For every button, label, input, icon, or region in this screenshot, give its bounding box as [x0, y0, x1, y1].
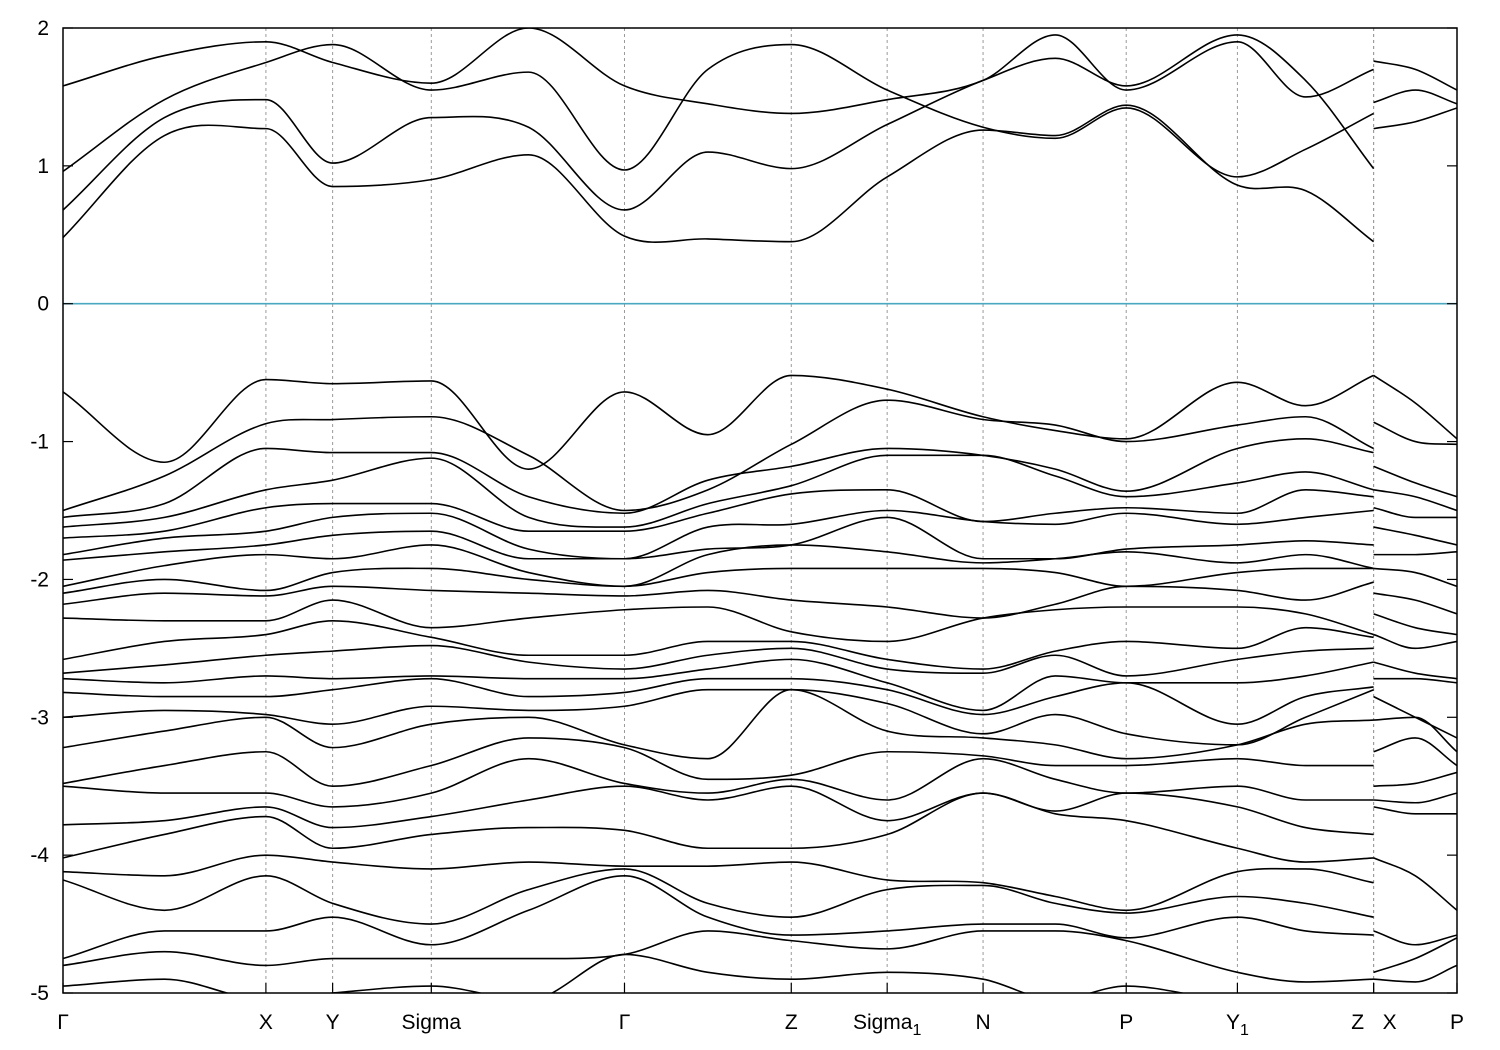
band-main-18: [63, 658, 1374, 712]
x-tick-label: Y1: [1226, 1011, 1249, 1039]
band-main-6: [63, 399, 1374, 512]
x-tick-subscript: 1: [1240, 1022, 1249, 1039]
band-main-8: [63, 454, 1374, 528]
y-tick-label: -3: [30, 706, 49, 729]
band-X-P-12: [1373, 592, 1457, 615]
x-tick-label: Y: [326, 1011, 340, 1034]
band-main-13: [63, 567, 1374, 595]
band-X-P-18: [1373, 716, 1457, 753]
band-main-12: [63, 544, 1374, 588]
band-X-P-15: [1373, 661, 1457, 680]
y-tick-label: 1: [37, 155, 49, 178]
band-main-14: [63, 581, 1374, 619]
x-tick-label: Z: [1351, 1011, 1364, 1034]
band-X-P-5: [1373, 421, 1457, 446]
band-main-10: [63, 509, 1374, 560]
band-main-7: [63, 438, 1374, 519]
band-X-P-6: [1373, 465, 1457, 498]
band-main-28: [63, 875, 1374, 960]
band-X-P-7: [1373, 489, 1457, 512]
band-X-P-11: [1373, 567, 1457, 588]
y-tick-label: 0: [37, 293, 49, 316]
band-X-P-19: [1373, 737, 1457, 767]
band-lines: [63, 28, 1457, 993]
band-main-17: [63, 644, 1374, 677]
band-X-P-3: [1373, 60, 1457, 91]
plot-frame: [62, 27, 1458, 994]
band-main-30: [63, 953, 1187, 993]
band-X-P-13: [1373, 613, 1457, 636]
band-X-P-24: [1373, 930, 1457, 946]
band-X-P-2: [1373, 89, 1457, 105]
band-main-29: [63, 930, 1374, 983]
band-X-P-20: [1373, 771, 1457, 788]
band-X-P-22: [1373, 806, 1457, 815]
band-main-5: [63, 374, 1374, 470]
x-tick-label: P: [1450, 1011, 1464, 1034]
band-main-27: [63, 868, 1374, 925]
y-tick-label: -1: [30, 431, 49, 454]
x-tick-label: N: [975, 1011, 990, 1034]
band-X-P-4: [1373, 374, 1457, 440]
x-tick-label: Γ: [619, 1011, 631, 1034]
x-tick-label: Z: [785, 1011, 798, 1034]
x-tick-label: Sigma: [402, 1011, 462, 1034]
y-tick-label: -4: [30, 844, 49, 867]
band-main-22: [63, 737, 1374, 788]
band-X-P-26: [1373, 964, 1457, 983]
band-main-20: [63, 688, 1374, 746]
band-main-15: [63, 599, 1374, 643]
y-tick-label: -5: [30, 982, 49, 1005]
band-X-P-23: [1373, 857, 1457, 911]
band-main-3: [63, 43, 1374, 178]
band-main-1: [63, 104, 1375, 243]
x-tick-subscript: 1: [912, 1022, 921, 1039]
band-main-26: [63, 854, 1374, 912]
band-main-21: [63, 688, 1374, 760]
x-tick-label: Sigma1: [853, 1011, 922, 1039]
band-X-P-21: [1373, 792, 1457, 804]
band-X-P-25: [1373, 937, 1457, 974]
band-main-11: [63, 516, 1374, 561]
band-X-P-14: [1373, 633, 1457, 650]
y-tick-label: 2: [37, 17, 49, 40]
x-tick-label: Γ: [57, 1011, 69, 1034]
x-tick-label: P: [1119, 1011, 1133, 1034]
band-X-P-16: [1373, 677, 1457, 684]
y-tick-label: -2: [30, 568, 49, 591]
x-tick-label: X: [1383, 1011, 1397, 1034]
band-main-2: [63, 34, 1375, 211]
band-main-4: [63, 28, 1374, 115]
band-main-24: [63, 785, 1374, 836]
band-X-P-9: [1373, 526, 1457, 546]
band-main-19: [63, 677, 1374, 725]
band-main-9: [63, 489, 1374, 539]
x-tick-label: X: [259, 1011, 273, 1034]
band-main-25: [63, 792, 1374, 863]
band-main-23: [63, 757, 1374, 808]
kpoint-gridlines: [265, 28, 1375, 993]
band-X-P-10: [1373, 551, 1457, 556]
band-X-P-8: [1373, 506, 1457, 519]
band-X-P-1: [1373, 107, 1457, 130]
band-main-16: [63, 619, 1374, 670]
